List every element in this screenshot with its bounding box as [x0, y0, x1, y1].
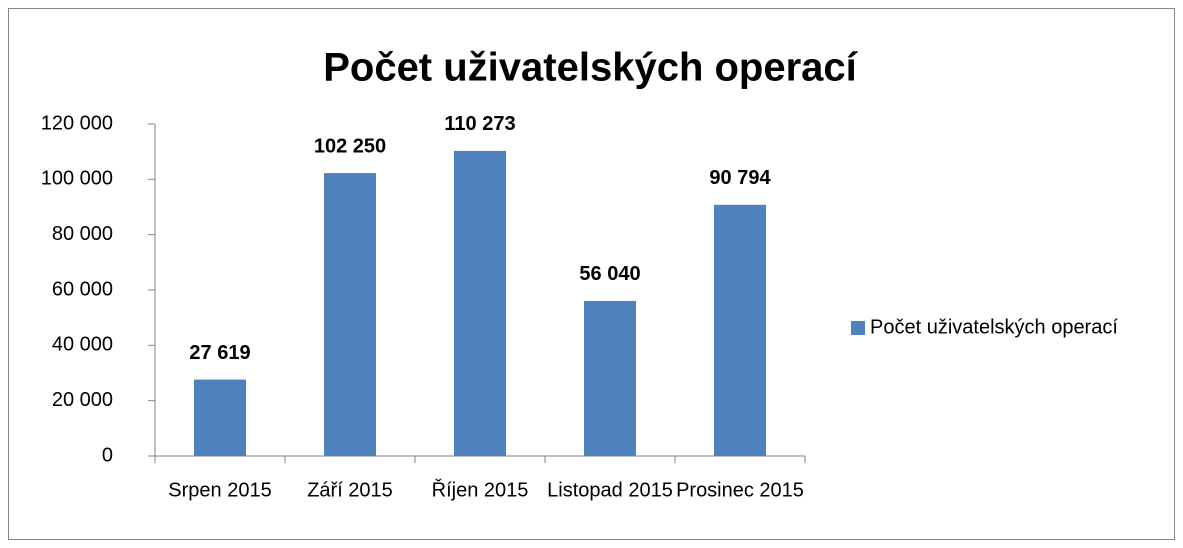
y-tick-label: 40 000 — [52, 334, 113, 356]
bar — [714, 204, 766, 456]
bar — [324, 173, 376, 456]
y-tick-label: 80 000 — [52, 223, 113, 245]
x-tick-label: Listopad 2015 — [547, 479, 673, 501]
y-tick-label: 20 000 — [52, 389, 113, 411]
x-tick-label: Prosinec 2015 — [676, 479, 804, 501]
y-tick-label: 100 000 — [41, 168, 113, 190]
y-tick-label: 60 000 — [52, 278, 113, 300]
data-label: 102 250 — [314, 135, 386, 157]
y-tick-label: 0 — [102, 444, 113, 466]
data-label: 56 040 — [579, 263, 640, 285]
bar — [584, 300, 636, 456]
legend-label: Počet uživatelských operací — [870, 316, 1118, 338]
data-label: 110 273 — [444, 113, 515, 135]
data-label: 27 619 — [189, 342, 250, 364]
y-tick-label: 120 000 — [41, 112, 113, 134]
bar — [454, 150, 506, 456]
legend-swatch — [851, 321, 865, 335]
chart-title: Počet uživatelských operací — [323, 46, 858, 90]
x-tick-label: Říjen 2015 — [432, 478, 529, 501]
data-label: 90 794 — [709, 167, 771, 189]
x-tick-label: Srpen 2015 — [168, 479, 271, 501]
x-tick-label: Září 2015 — [307, 479, 393, 501]
bar — [194, 379, 246, 456]
